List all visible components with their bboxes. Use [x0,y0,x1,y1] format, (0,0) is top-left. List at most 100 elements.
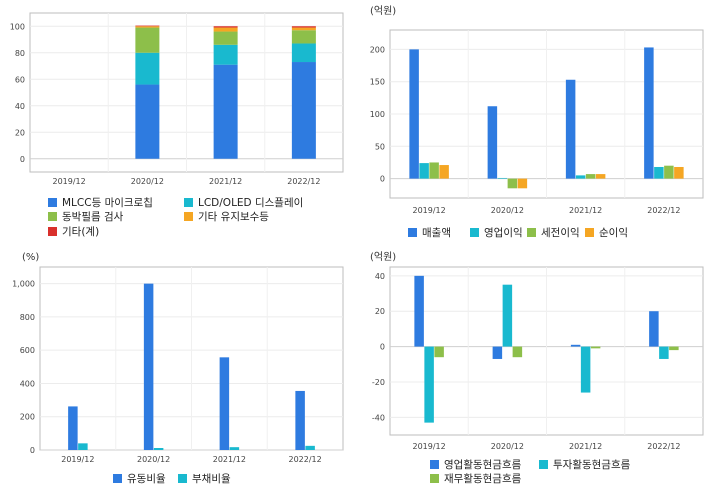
bar [649,311,659,347]
y-tick-label: 1,000 [12,280,35,289]
x-tick-label: 2021/12 [213,455,246,464]
legend-label: LCD/OLED 디스플레이 [198,197,303,209]
legend-swatch [48,227,57,236]
bar [78,443,88,450]
bar [153,448,164,450]
x-tick-label: 2022/12 [647,206,680,215]
legend-swatch [408,228,417,237]
y-tick-label: 800 [20,313,35,322]
x-tick-label: 2021/12 [569,206,602,215]
bar [219,357,230,450]
legend-label: 순이익 [599,227,628,239]
bar [512,346,523,358]
x-tick-label: 2022/12 [647,442,680,451]
legend-swatch [48,212,57,221]
bar [291,26,316,28]
legend-label: 부채비율 [192,473,231,485]
bar [68,406,78,450]
y-tick-label: 20 [15,128,25,137]
unit-label: (%) [22,252,39,263]
bar [659,346,669,359]
bar [213,64,238,159]
bar [213,27,238,32]
unit-label: (억원) [370,251,396,263]
legend-swatch [430,460,439,469]
bar [580,346,591,393]
legend-swatch [113,474,122,483]
bar [654,166,664,179]
chart-1: 0 20 40 60 80 100 2019/12 2020/12 2021/12 2022/12… [10,12,344,238]
bar [229,447,240,450]
x-tick-label: 2020/12 [131,177,164,186]
bar [291,62,316,159]
bar [135,52,160,85]
legend-label: 재무활동현금흐름 [444,472,522,485]
bar [570,344,581,347]
legend-swatch [470,228,479,237]
y-tick-label: 40 [375,272,385,281]
legend-label: 매출액 [422,227,451,239]
bar [305,445,315,450]
x-tick-label: 2022/12 [287,177,320,186]
y-tick-label: 400 [20,379,35,388]
chart-2: 0 50 100 150 200 2019/12 2020/12 2021/12 2022/12… [370,5,704,239]
bar [213,31,238,45]
bar [517,178,528,189]
y-tick-label: -40 [372,413,385,422]
y-tick-label: 50 [375,142,385,151]
bar [487,106,498,179]
legend-label: 세전이익 [541,227,580,239]
x-tick-label: 2022/12 [289,455,322,464]
legend-swatch [430,474,439,483]
legend-label: 기타 유지보수등 [198,211,269,223]
bar [575,175,586,179]
y-tick-label: 100 [370,110,385,119]
chart-3: 0 200 400 600 800 1,000 2019/12 2020/12 2021/12 2… [12,252,344,485]
x-tick-label: 2020/12 [491,206,524,215]
x-tick-label: 2020/12 [137,455,170,464]
bar [502,284,513,347]
bar [414,275,424,347]
y-tick-label: 20 [375,307,385,316]
legend-swatch [585,228,594,237]
bar [213,26,238,28]
bar [135,25,160,27]
bar [585,174,596,179]
legend-label: 유동비율 [127,473,166,485]
bar [674,166,684,179]
bar [291,27,316,31]
legend-label: 기타(계) [62,226,99,238]
x-tick-label: 2019/12 [61,455,94,464]
x-tick-label: 2019/12 [413,442,446,451]
bar [143,283,154,450]
legend-label: MLCC등 마이크로칩 [62,197,153,209]
legend-label: 영업활동현금흐름 [444,458,522,471]
y-tick-label: 60 [15,75,25,84]
y-tick-label: 0 [380,343,385,352]
y-tick-label: 80 [15,49,25,58]
legend-swatch [178,474,187,483]
bar [497,177,508,179]
bar [135,84,160,159]
legend: 매출액 영업이익 세전이익 순이익 [408,226,628,239]
bar [291,30,316,44]
legend-swatch [539,460,548,469]
bar [295,390,305,450]
bar [565,79,576,179]
y-tick-label: 600 [20,346,35,355]
x-tick-label: 2021/12 [209,177,242,186]
bar [135,27,160,53]
bar [291,43,316,63]
chart-4: -40 -20 0 20 40 2019/12 2020/12 2021/12 2022/12 (… [370,251,704,485]
legend-swatch [48,198,57,207]
y-tick-label: 200 [370,45,385,54]
bar [419,163,429,179]
bar [429,162,439,179]
bar [664,165,674,179]
legend-swatch [184,212,193,221]
y-tick-label: 0 [30,446,35,455]
x-tick-label: 2019/12 [53,177,86,186]
legend-swatch [184,198,193,207]
